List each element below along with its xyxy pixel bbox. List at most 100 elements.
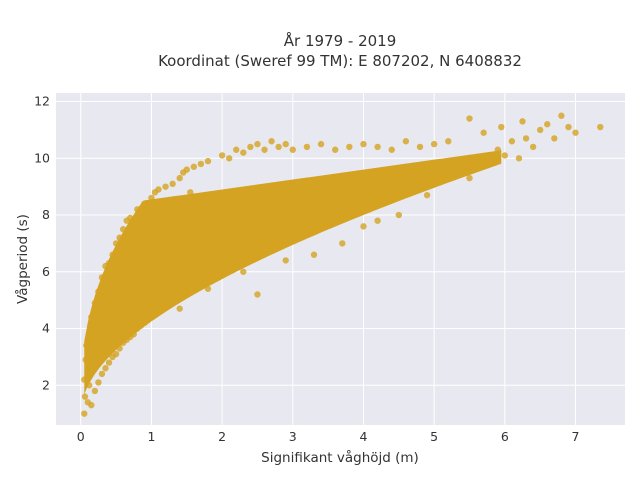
scatter-point: [88, 401, 95, 409]
scatter-point: [423, 180, 431, 188]
scatter-point: [148, 313, 155, 321]
scatter-point: [86, 382, 93, 389]
scatter-point: [247, 254, 254, 261]
scatter-point: [395, 211, 403, 219]
scatter-point: [473, 160, 480, 168]
scatter-point: [148, 194, 155, 202]
scatter-point: [169, 180, 176, 188]
scatter-point: [339, 214, 346, 222]
scatter-point: [81, 410, 88, 417]
scatter-point: [466, 174, 473, 182]
x-tick-labels: 0 1 2 3 4 5 6 7: [77, 429, 580, 444]
scatter-point: [141, 319, 148, 327]
scatter-point: [155, 186, 162, 193]
scatter-point: [254, 140, 261, 148]
x-tick-label: 6: [501, 429, 509, 444]
scatter-point: [317, 140, 325, 148]
scatter-point: [353, 208, 360, 216]
scatter-point: [494, 146, 501, 153]
scatter-point: [423, 191, 431, 199]
scatter-point: [529, 143, 537, 151]
scatter-point: [388, 146, 395, 153]
scatter-point: [572, 129, 579, 136]
scatter-point: [119, 226, 127, 233]
scatter-point: [169, 296, 176, 304]
scatter-point: [289, 146, 296, 153]
data-points: [81, 112, 604, 417]
scatter-point: [296, 231, 304, 239]
y-tick-label: 8: [42, 207, 50, 222]
scatter-point: [116, 345, 123, 352]
scatter-point: [187, 189, 194, 196]
y-axis-label: Vågperiod (s): [14, 214, 31, 304]
y-tick-label: 12: [34, 94, 50, 109]
scatter-point: [416, 183, 424, 190]
scatter-point: [388, 194, 395, 202]
y-tick-label: 2: [42, 377, 50, 392]
scatter-point: [81, 393, 89, 400]
scatter-point: [190, 282, 198, 290]
scatter-point: [374, 143, 381, 151]
scatter-point: [225, 265, 233, 273]
scatter-point: [204, 274, 212, 281]
scatter-point: [402, 138, 410, 145]
x-tick-label: 0: [77, 429, 85, 444]
scatter-point: [240, 257, 247, 264]
scatter-point: [105, 359, 113, 366]
scatter-point: [374, 200, 381, 207]
scatter-point: [544, 121, 551, 128]
scatter-point: [536, 126, 544, 134]
y-tick-label: 4: [42, 321, 50, 336]
scatter-point: [346, 211, 353, 219]
scatter-point: [88, 313, 95, 321]
scatter-point: [480, 129, 487, 136]
scatter-point: [597, 123, 604, 131]
scatter-point: [402, 189, 410, 196]
scatter-point: [127, 214, 134, 222]
scatter-point: [498, 123, 505, 131]
scatter-point: [346, 143, 353, 151]
scatter-point: [522, 135, 530, 142]
scatter-point: [360, 206, 367, 213]
scatter-point: [218, 152, 226, 159]
y-tick-label: 10: [34, 150, 50, 165]
scatter-point: [176, 305, 183, 312]
scatter-point: [289, 234, 296, 241]
scatter-point: [515, 155, 523, 162]
chart-title-line2: Koordinat (Sweref 99 TM): E 807202, N 64…: [158, 52, 522, 70]
scatter-point: [282, 237, 289, 244]
scatter-point: [95, 288, 102, 295]
scatter-point: [303, 228, 311, 236]
scatter-point: [211, 271, 219, 278]
scatter-point: [98, 274, 106, 281]
scatter-point: [324, 220, 332, 227]
scatter-point: [81, 376, 88, 383]
y-tick-labels: 2 4 6 8 10 12: [34, 94, 50, 393]
scatter-point: [466, 163, 473, 170]
scatter-point: [519, 118, 526, 125]
scatter-point: [233, 146, 240, 153]
scatter-point: [190, 163, 198, 170]
scatter-point: [162, 302, 169, 310]
y-tick-label: 6: [42, 264, 50, 279]
scatter-point: [176, 174, 183, 182]
scatter-point: [480, 157, 487, 165]
scatter-point: [360, 223, 367, 230]
scatter-point: [268, 243, 275, 250]
scatter-point: [395, 191, 403, 199]
scatter-point: [102, 365, 109, 372]
scatter-point: [565, 123, 572, 131]
scatter-point: [82, 356, 89, 363]
scatter-point: [261, 146, 268, 153]
scatter-point: [487, 155, 494, 162]
scatter-point: [116, 234, 123, 241]
x-tick-label: 7: [572, 429, 580, 444]
scatter-point: [233, 262, 240, 270]
scatter-point: [218, 268, 226, 275]
scatter-point: [501, 152, 509, 159]
scatter-point: [162, 183, 169, 190]
scatter-point: [331, 146, 339, 153]
scatter-point: [204, 157, 212, 165]
scatter-point: [445, 172, 452, 179]
